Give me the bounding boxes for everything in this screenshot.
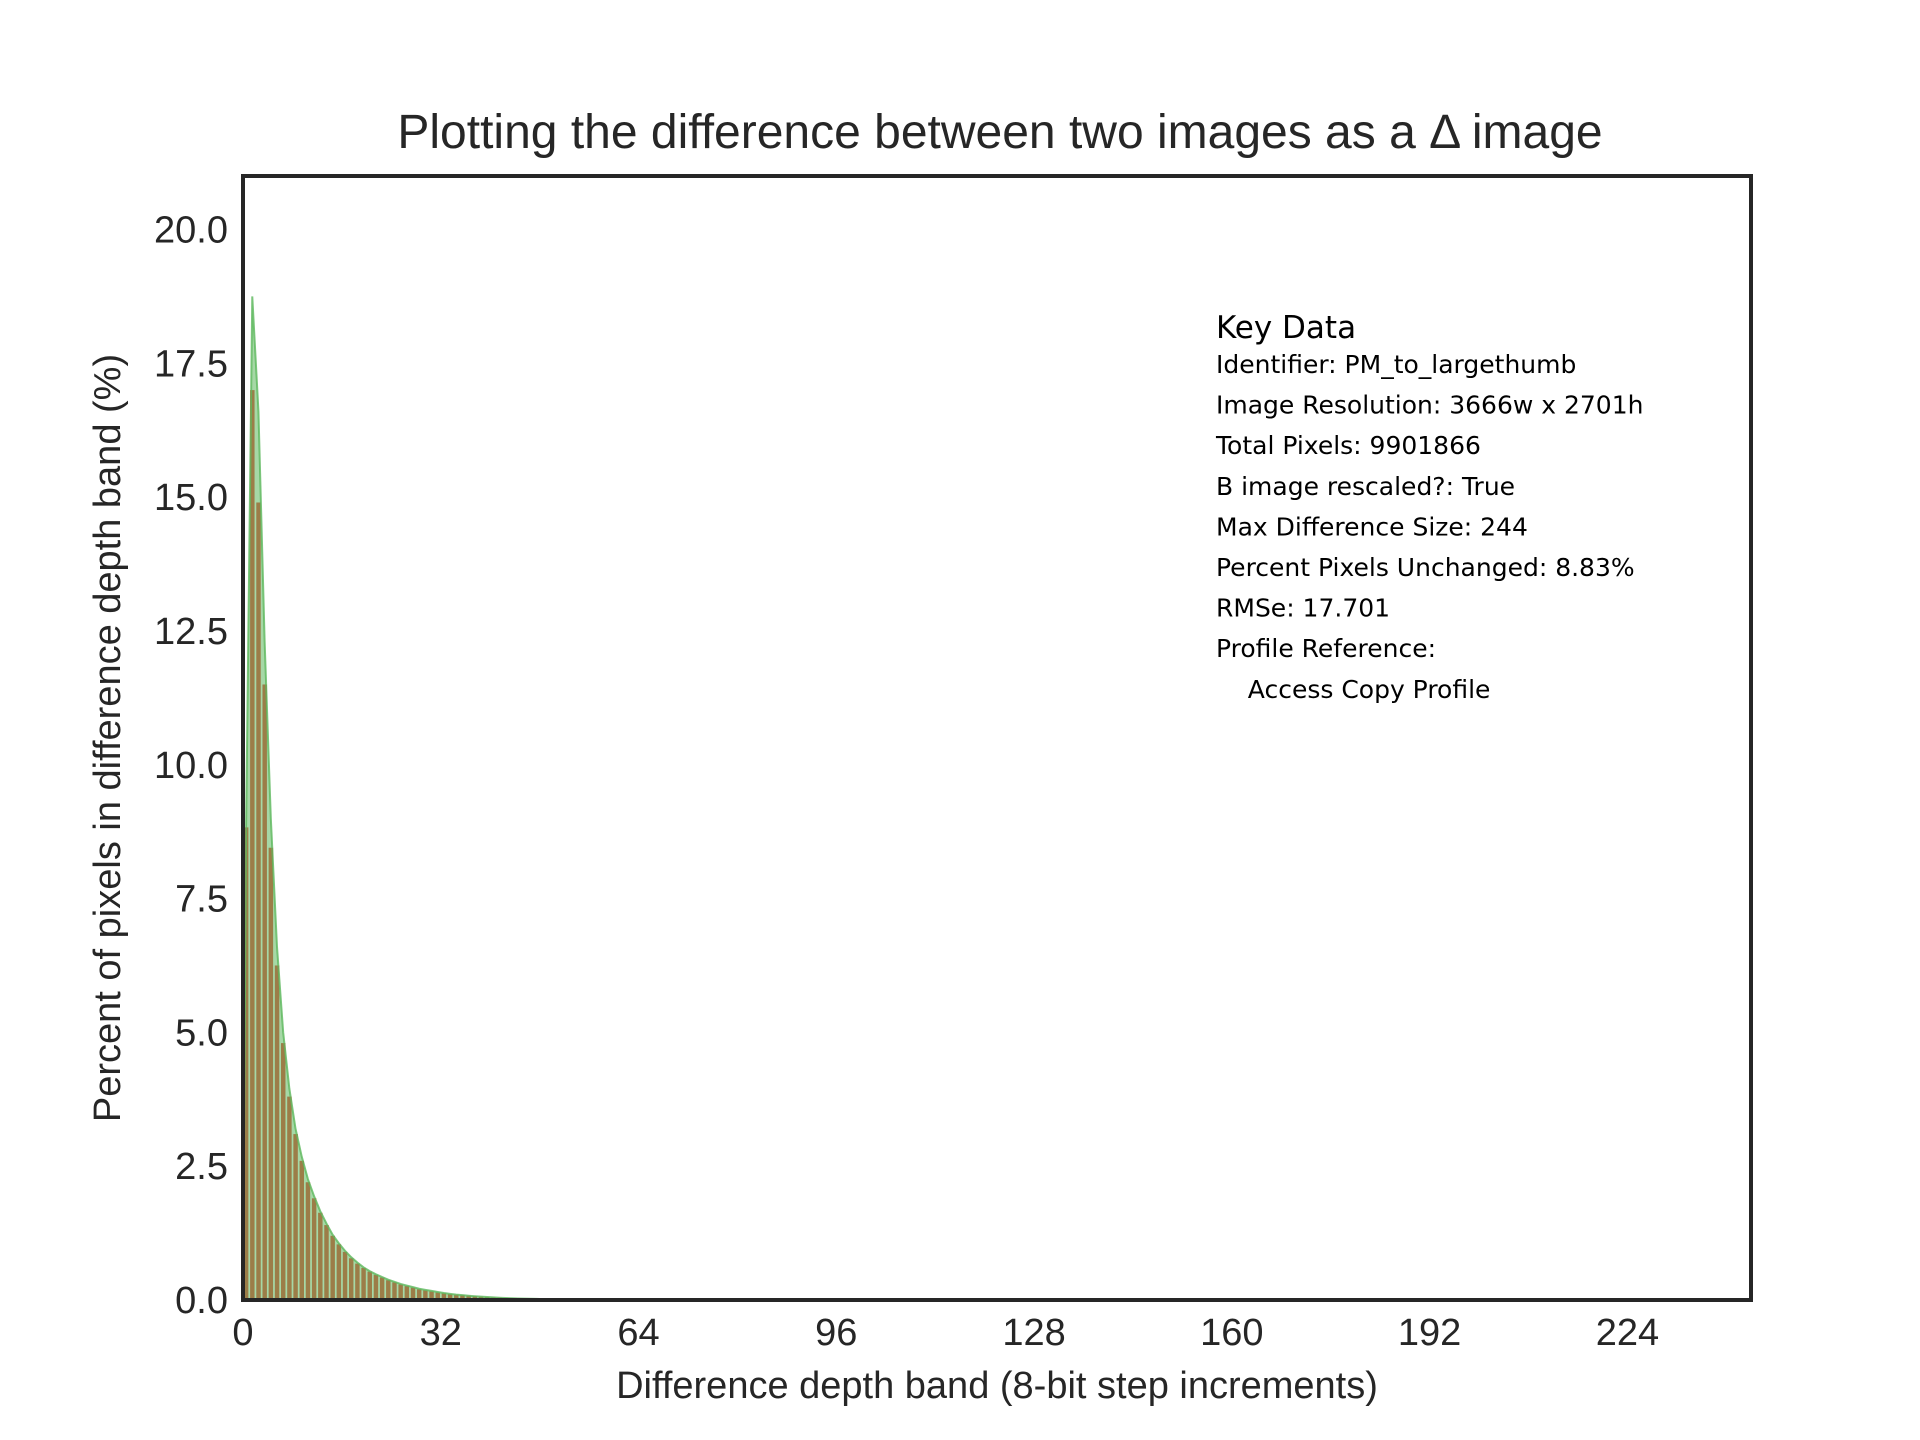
- plot-area: [241, 296, 590, 1301]
- y-axis-ticks: 0.0 2.5 5.0 7.5 10.0 12.5 15.0 17.5 20.0: [154, 210, 228, 1322]
- y-tick-label: 15.0: [154, 477, 228, 519]
- y-tick-label: 0.0: [175, 1280, 228, 1322]
- x-tick-label: 32: [420, 1312, 462, 1354]
- key-data-box: Key Data Identifier: PM_to_largethumb Ima…: [1215, 310, 1643, 704]
- x-tick-label: 64: [617, 1312, 659, 1354]
- difference-area-series: [241, 296, 590, 1301]
- y-axis-label: Percent of pixels in difference depth ba…: [87, 354, 129, 1122]
- key-data-line: Percent Pixels Unchanged: 8.83%: [1216, 553, 1635, 582]
- x-tick-label: 128: [1002, 1312, 1065, 1354]
- x-axis-ticks: 0 32 64 96 128 160 192 224: [232, 1312, 1659, 1354]
- key-data-line: Identifier: PM_to_largethumb: [1216, 350, 1576, 379]
- x-tick-label: 160: [1200, 1312, 1263, 1354]
- x-tick-label: 96: [815, 1312, 857, 1354]
- plot-frame: [241, 174, 1753, 1302]
- y-tick-label: 20.0: [154, 210, 228, 252]
- key-data-title: Key Data: [1216, 310, 1356, 346]
- key-data-line: Access Copy Profile: [1216, 675, 1490, 704]
- y-tick-label: 5.0: [175, 1012, 228, 1054]
- y-tick-label: 12.5: [154, 611, 228, 653]
- y-tick-label: 10.0: [154, 745, 228, 787]
- x-tick-label: 224: [1596, 1312, 1659, 1354]
- y-tick-label: 17.5: [154, 343, 228, 385]
- key-data-line: Total Pixels: 9901866: [1215, 431, 1481, 460]
- key-data-line: Profile Reference:: [1216, 634, 1436, 663]
- y-tick-label: 7.5: [175, 879, 228, 921]
- key-data-line: Image Resolution: 3666w x 2701h: [1216, 391, 1643, 420]
- y-tick-label: 2.5: [175, 1146, 228, 1188]
- chart-title: Plotting the difference between two imag…: [397, 106, 1602, 159]
- x-axis-label: Difference depth band (8-bit step increm…: [616, 1365, 1378, 1407]
- x-tick-label: 0: [232, 1312, 253, 1354]
- key-data-line: RMSe: 17.701: [1216, 594, 1390, 623]
- key-data-line: Max Difference Size: 244: [1216, 512, 1528, 541]
- key-data-line: B image rescaled?: True: [1216, 472, 1515, 501]
- x-tick-label: 192: [1398, 1312, 1461, 1354]
